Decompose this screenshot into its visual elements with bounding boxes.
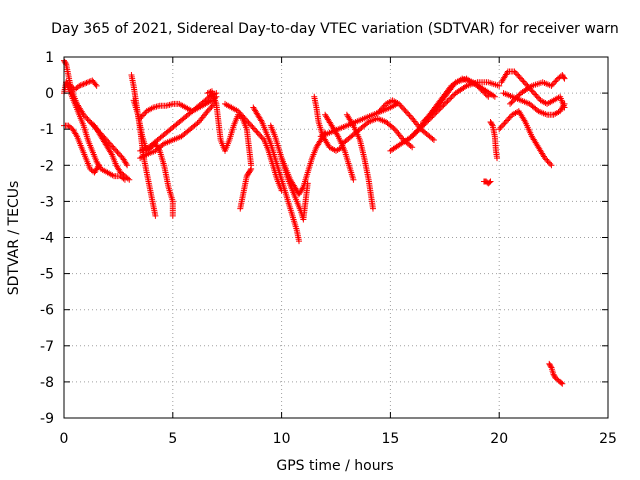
data-point-markers [496,108,555,169]
data-point-markers [137,93,220,122]
chart-title: Day 365 of 2021, Sidereal Day-to-day VTE… [51,21,619,37]
series-arc4 [63,79,128,183]
x-tick-label: 20 [490,431,508,447]
series-arc20 [343,111,376,212]
data-point-markers [487,118,501,162]
data-point-markers [480,178,494,187]
data-point-markers [63,79,128,183]
series-arc10 [137,93,220,122]
data-point-markers [546,360,566,387]
y-axis-label: SDTVAR / TECUs [6,181,22,296]
x-tick-label: 0 [60,431,69,447]
series-arc14 [250,104,303,245]
x-axis-label: GPS time / hours [276,458,393,474]
y-tick-label: -9 [40,411,54,427]
y-tick-label: 0 [45,86,54,102]
y-tick-label: -8 [40,375,54,391]
data-points [61,57,568,387]
series-arc16 [278,129,329,198]
y-tick-label: -2 [40,158,54,174]
x-tick-label: 25 [599,431,617,447]
y-tick-label: -7 [40,339,54,355]
x-tick-label: 10 [273,431,291,447]
y-tick-label: 1 [45,50,54,66]
data-point-markers [420,75,492,125]
data-point-markers [343,111,376,212]
series-arc13 [222,100,285,194]
series-arc18 [322,111,357,183]
series-arc25 [420,75,492,125]
x-tick-label: 5 [168,431,177,447]
data-point-markers [137,100,218,162]
series-arc5 [87,118,133,183]
data-point-markers [87,118,133,183]
y-tick-label: -4 [40,231,54,247]
x-tick-label: 15 [381,431,399,447]
series-arc8 [137,100,218,162]
series-arc12 [237,165,255,212]
y-tick-label: -3 [40,194,54,210]
series-arc22 [376,97,437,144]
data-point-markers [507,72,568,107]
data-point-markers [222,100,285,194]
series-arc31 [507,72,568,107]
series-arc32 [546,360,566,387]
data-point-markers [376,97,437,144]
y-tick-label: -6 [40,303,54,319]
data-point-markers [237,165,255,212]
data-point-markers [250,104,303,245]
series-arc28 [496,108,555,169]
data-point-markers [322,111,357,183]
y-tick-label: -1 [40,122,54,138]
series-arc27 [487,118,501,162]
series-arc26 [480,178,494,187]
y-tick-label: -5 [40,267,54,283]
data-point-markers [278,129,329,198]
